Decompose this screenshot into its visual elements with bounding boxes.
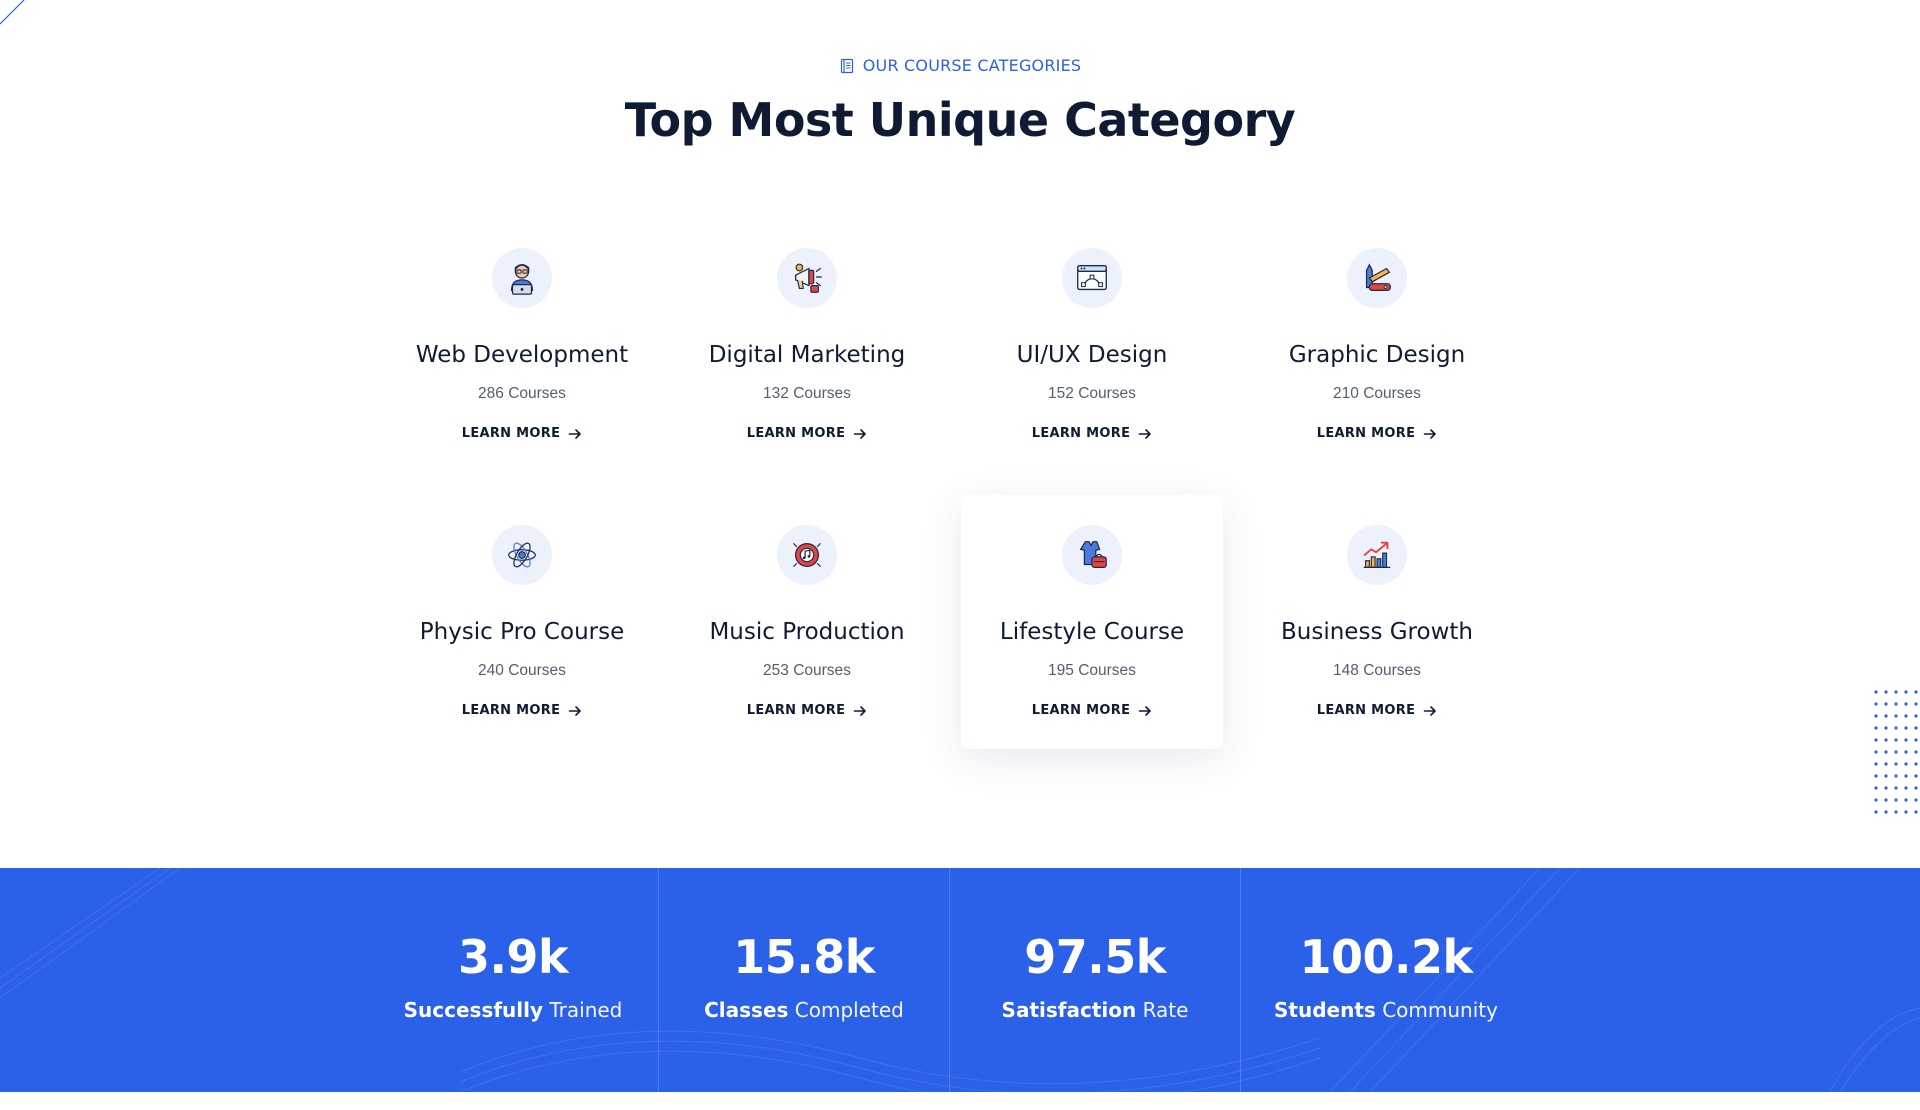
arrow-right-icon: [1138, 428, 1152, 439]
category-icon-wrap: [777, 248, 837, 308]
learn-more-link[interactable]: LEARN MORE: [391, 426, 653, 441]
category-course-count: 210 Courses: [1333, 385, 1421, 402]
stat-divider: [1240, 868, 1241, 1092]
growth-chart-icon: [1363, 541, 1391, 568]
stat-students-community: 100.2k Students Community: [1241, 868, 1531, 1092]
category-card-music-production[interactable]: Music Production 253 Courses LEARN MORE: [676, 495, 938, 749]
learn-more-label: LEARN MORE: [1031, 703, 1131, 718]
stat-divider: [949, 868, 950, 1092]
category-card-business-growth[interactable]: Business Growth 148 Courses LEARN MORE: [1246, 495, 1508, 749]
category-title: Graphic Design: [1288, 342, 1466, 368]
section-title: Top Most Unique Category: [624, 92, 1296, 147]
category-card-graphic-design[interactable]: Graphic Design 210 Courses LEARN MORE: [1246, 218, 1508, 472]
arrow-right-icon: [1423, 705, 1437, 716]
stat-value: 97.5k: [1024, 930, 1166, 984]
stat-value: 100.2k: [1299, 930, 1473, 984]
arrow-right-icon: [1423, 428, 1437, 439]
category-course-count: 240 Courses: [478, 662, 566, 679]
category-title: Lifestyle Course: [999, 619, 1185, 645]
learn-more-label: LEARN MORE: [746, 426, 846, 441]
arrow-right-icon: [568, 705, 582, 716]
stat-label: Classes Completed: [659, 998, 949, 1022]
stat-classes-completed: 15.8k Classes Completed: [659, 868, 949, 1092]
category-title: Web Development: [415, 342, 629, 368]
learn-more-label: LEARN MORE: [1316, 426, 1416, 441]
stat-label-bold: Students: [1274, 998, 1376, 1022]
learn-more-link[interactable]: LEARN MORE: [1246, 703, 1508, 718]
category-course-count: 253 Courses: [763, 662, 851, 679]
developer-icon: [510, 264, 534, 295]
category-icon-wrap: [1347, 525, 1407, 585]
atom-icon: [508, 542, 536, 568]
arrow-right-icon: [568, 428, 582, 439]
category-icon-wrap: [1062, 248, 1122, 308]
stat-label-bold: Satisfaction: [1001, 998, 1137, 1022]
learn-more-label: LEARN MORE: [461, 426, 561, 441]
arrow-right-icon: [1138, 705, 1152, 716]
category-icon-wrap: [1062, 525, 1122, 585]
category-icon-wrap: [777, 525, 837, 585]
learn-more-label: LEARN MORE: [1316, 703, 1416, 718]
bottom-strip: [0, 1092, 1920, 1110]
stat-label: Students Community: [1241, 998, 1531, 1022]
stat-label-rest: Trained: [549, 998, 623, 1022]
category-card-physic-pro-course[interactable]: Physic Pro Course 240 Courses LEARN MORE: [391, 495, 653, 749]
decorative-dot-pattern: [1874, 690, 1918, 814]
learn-more-link[interactable]: LEARN MORE: [391, 703, 653, 718]
stat-successfully-trained: 3.9k Successfully Trained: [368, 868, 658, 1092]
category-card-ui-ux-design[interactable]: UI/UX Design 152 Courses LEARN MORE: [961, 218, 1223, 472]
stat-label-rest: Rate: [1142, 998, 1189, 1022]
category-card-lifestyle-course[interactable]: Lifestyle Course 195 Courses LEARN MORE: [961, 495, 1223, 749]
stat-value: 15.8k: [733, 930, 875, 984]
music-disc-icon: [793, 542, 821, 568]
stat-label-rest: Community: [1382, 998, 1498, 1022]
learn-more-link[interactable]: LEARN MORE: [961, 703, 1223, 718]
category-icon-wrap: [1347, 248, 1407, 308]
category-title: Business Growth: [1281, 619, 1473, 645]
section-header: OUR COURSE CATEGORIES Top Most Unique Ca…: [0, 56, 1920, 147]
category-icon-wrap: [492, 525, 552, 585]
category-title: Music Production: [709, 619, 905, 645]
book-icon: [840, 58, 853, 73]
category-card-web-development[interactable]: Web Development 286 Courses LEARN MORE: [391, 218, 653, 472]
stat-label-bold: Successfully: [403, 998, 544, 1022]
learn-more-link[interactable]: LEARN MORE: [961, 426, 1223, 441]
stat-label: Satisfaction Rate: [950, 998, 1240, 1022]
megaphone-icon: [794, 263, 822, 293]
category-course-count: 195 Courses: [1048, 662, 1136, 679]
stat-divider: [658, 868, 659, 1092]
category-course-count: 152 Courses: [1048, 385, 1136, 402]
learn-more-label: LEARN MORE: [461, 703, 561, 718]
category-title: Physic Pro Course: [419, 619, 625, 645]
category-card-digital-marketing[interactable]: Digital Marketing 132 Courses LEARN MORE: [676, 218, 938, 472]
stat-label: Successfully Trained: [368, 998, 658, 1022]
learn-more-link[interactable]: LEARN MORE: [1246, 426, 1508, 441]
category-icon-wrap: [492, 248, 552, 308]
learn-more-link[interactable]: LEARN MORE: [676, 703, 938, 718]
learn-more-link[interactable]: LEARN MORE: [676, 426, 938, 441]
dress-bag-icon: [1079, 541, 1107, 568]
category-title: Digital Marketing: [708, 342, 906, 368]
category-course-count: 286 Courses: [478, 385, 566, 402]
stat-value: 3.9k: [457, 930, 569, 984]
stat-label-rest: Completed: [794, 998, 904, 1022]
design-tools-icon: [1365, 263, 1391, 291]
stats-band: 3.9k Successfully Trained 15.8k Classes …: [0, 868, 1920, 1092]
arrow-right-icon: [853, 428, 867, 439]
decorative-corner-line: [0, 0, 25, 25]
learn-more-label: LEARN MORE: [1031, 426, 1131, 441]
category-grid: Web Development 286 Courses LEARN MORE D…: [391, 218, 1508, 749]
category-course-count: 148 Courses: [1333, 662, 1421, 679]
section-eyebrow: OUR COURSE CATEGORIES: [839, 56, 1082, 75]
browser-design-icon: [1077, 264, 1107, 291]
arrow-right-icon: [853, 705, 867, 716]
category-title: UI/UX Design: [1016, 342, 1168, 368]
stat-satisfaction-rate: 97.5k Satisfaction Rate: [950, 868, 1240, 1092]
section-eyebrow-text: OUR COURSE CATEGORIES: [862, 56, 1082, 75]
stat-label-bold: Classes: [704, 998, 789, 1022]
learn-more-label: LEARN MORE: [746, 703, 846, 718]
decorative-wave-lines: [0, 868, 1920, 1092]
category-course-count: 132 Courses: [763, 385, 851, 402]
